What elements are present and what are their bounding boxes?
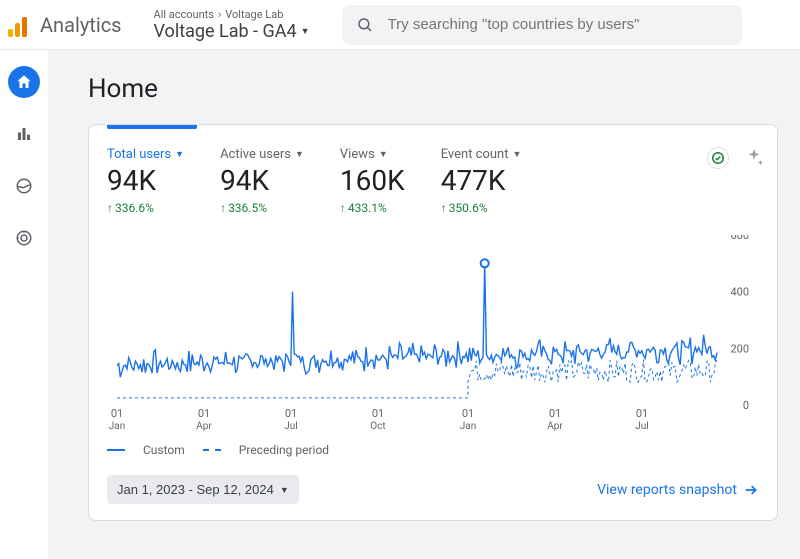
account-picker[interactable]: All accounts›Voltage Lab Voltage Lab - G…	[138, 8, 326, 42]
metric-label: Active users ▼	[220, 147, 304, 162]
metric-delta: ↑350.6%	[441, 201, 522, 215]
chevron-down-icon: ▼	[379, 149, 388, 160]
svg-text:01: 01	[111, 407, 123, 420]
home-icon	[15, 73, 33, 91]
arrow-right-icon	[743, 482, 759, 498]
metric-value: 477K	[441, 164, 522, 197]
chevron-down-icon: ▼	[301, 26, 310, 37]
chevron-down-icon: ▼	[513, 149, 522, 160]
metric-1[interactable]: Active users ▼ 94K ↑336.5%	[220, 147, 304, 215]
check-circle-icon	[711, 151, 725, 165]
chevron-down-icon: ▼	[280, 485, 289, 495]
advertising-icon	[15, 229, 33, 247]
reports-icon	[15, 125, 33, 143]
page-title: Home	[88, 74, 800, 104]
arrow-up-icon: ↑	[220, 201, 226, 215]
chart-legend: Custom Preceding period	[89, 439, 777, 469]
insights-icon[interactable]	[743, 147, 765, 173]
date-range-label: Jan 1, 2023 - Sep 12, 2024	[117, 482, 274, 497]
search-bar[interactable]	[342, 5, 742, 45]
svg-text:Jul: Jul	[284, 421, 297, 432]
svg-text:600: 600	[730, 235, 749, 242]
svg-text:01: 01	[285, 407, 297, 420]
svg-text:01: 01	[549, 407, 561, 420]
chevron-down-icon: ▼	[175, 149, 184, 160]
svg-text:01: 01	[636, 407, 648, 420]
search-icon	[356, 16, 374, 34]
metric-delta: ↑336.5%	[220, 201, 304, 215]
metric-value: 160K	[340, 164, 405, 197]
svg-text:01: 01	[198, 407, 210, 420]
account-name: Voltage Lab - GA4	[154, 21, 297, 42]
svg-text:Oct: Oct	[370, 421, 385, 432]
nav-explore[interactable]	[8, 170, 40, 202]
arrow-up-icon: ↑	[340, 201, 346, 215]
arrow-up-icon: ↑	[441, 201, 447, 215]
app-header: Analytics All accounts›Voltage Lab Volta…	[0, 0, 800, 50]
legend-label-preceding: Preceding period	[239, 443, 329, 457]
breadcrumb: All accounts›Voltage Lab	[154, 8, 310, 21]
crumb-property: Voltage Lab	[225, 8, 283, 21]
sparkle-icon	[743, 147, 765, 169]
legend-key-preceding	[203, 449, 221, 451]
svg-text:Jan: Jan	[460, 421, 476, 432]
svg-text:01: 01	[462, 407, 474, 420]
left-nav-rail	[0, 50, 48, 559]
trend-chart: 020040060001Jan01Apr01Jul01Oct01Jan01Apr…	[107, 235, 761, 435]
svg-text:Jul: Jul	[635, 421, 648, 432]
nav-home[interactable]	[8, 66, 40, 98]
date-range-picker[interactable]: Jan 1, 2023 - Sep 12, 2024 ▼	[107, 475, 299, 504]
data-quality-ok-icon[interactable]	[707, 147, 729, 169]
svg-text:200: 200	[730, 342, 749, 355]
metric-value: 94K	[107, 164, 184, 197]
svg-text:Apr: Apr	[547, 421, 563, 432]
arrow-up-icon: ↑	[107, 201, 113, 215]
nav-advertising[interactable]	[8, 222, 40, 254]
svg-text:Jan: Jan	[109, 421, 125, 432]
analytics-logo-icon	[8, 13, 32, 37]
metric-3[interactable]: Event count ▼ 477K ↑350.6%	[441, 147, 522, 215]
svg-text:Apr: Apr	[196, 421, 212, 432]
legend-key-custom	[107, 449, 125, 451]
chevron-down-icon: ▼	[295, 149, 304, 160]
metric-delta: ↑433.1%	[340, 201, 405, 215]
explore-icon	[15, 177, 33, 195]
product-name: Analytics	[40, 13, 122, 37]
nav-reports[interactable]	[8, 118, 40, 150]
metric-label: Event count ▼	[441, 147, 522, 162]
view-reports-snapshot-link[interactable]: View reports snapshot	[597, 482, 759, 498]
svg-text:0: 0	[743, 399, 749, 412]
metric-label: Views ▼	[340, 147, 405, 162]
metric-2[interactable]: Views ▼ 160K ↑433.1%	[340, 147, 405, 215]
metric-value: 94K	[220, 164, 304, 197]
svg-text:400: 400	[730, 286, 749, 299]
metric-delta: ↑336.6%	[107, 201, 184, 215]
crumb-all-accounts: All accounts	[154, 8, 214, 21]
overview-card: Total users ▼ 94K ↑336.6% Active users ▼ 94K…	[88, 124, 778, 521]
search-input[interactable]	[388, 16, 728, 33]
link-label: View reports snapshot	[597, 482, 737, 498]
legend-label-custom: Custom	[143, 443, 185, 457]
metric-label: Total users ▼	[107, 147, 184, 162]
metric-0[interactable]: Total users ▼ 94K ↑336.6%	[107, 147, 184, 215]
svg-text:01: 01	[372, 407, 384, 420]
